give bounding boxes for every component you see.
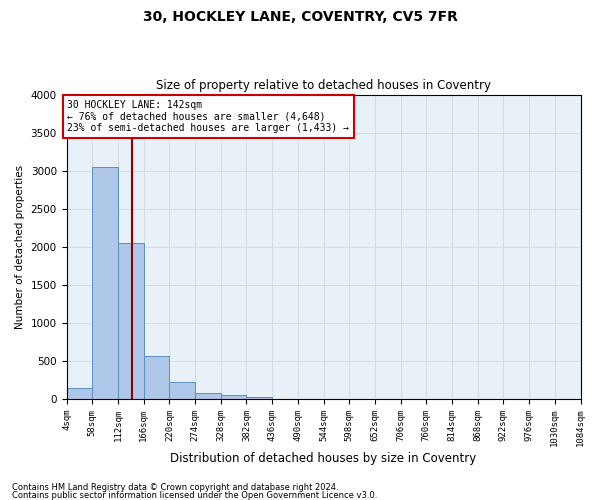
Bar (169, 382, 195, 399)
Bar (92, 167, 118, 399)
Text: 30, HOCKLEY LANE, COVENTRY, CV5 7FR: 30, HOCKLEY LANE, COVENTRY, CV5 7FR (143, 10, 457, 24)
Y-axis label: Number of detached properties: Number of detached properties (15, 165, 25, 329)
Bar (118, 243, 143, 399)
Bar (221, 395, 247, 399)
Text: Contains HM Land Registry data © Crown copyright and database right 2024.: Contains HM Land Registry data © Crown c… (12, 484, 338, 492)
Bar (195, 393, 221, 399)
Text: 30 HOCKLEY LANE: 142sqm
← 76% of detached houses are smaller (4,648)
23% of semi: 30 HOCKLEY LANE: 142sqm ← 76% of detache… (67, 100, 349, 133)
Text: Contains public sector information licensed under the Open Government Licence v3: Contains public sector information licen… (12, 490, 377, 500)
X-axis label: Distribution of detached houses by size in Coventry: Distribution of detached houses by size … (170, 452, 476, 465)
Bar (247, 397, 272, 399)
Title: Size of property relative to detached houses in Coventry: Size of property relative to detached ho… (156, 79, 491, 92)
Bar (67, 388, 92, 399)
Bar (143, 356, 169, 399)
